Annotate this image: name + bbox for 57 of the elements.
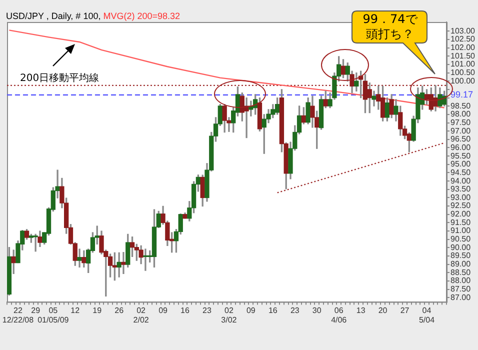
x-tick-label: 26	[114, 306, 124, 315]
y-tick-label: 88.00	[450, 276, 472, 286]
ref-line-label: 99.17	[450, 89, 474, 100]
y-tick-label: 103.00	[450, 26, 476, 36]
y-tick-label: 91.00	[450, 226, 472, 236]
y-tick-label: 87.50	[450, 284, 472, 294]
y-tick-label: 92.00	[450, 210, 472, 219]
y-tick-label: 97.50	[450, 118, 472, 127]
x-tick-label: 19	[92, 306, 102, 315]
y-tick-label: 101.50	[450, 51, 476, 60]
x-tick-label: 02 2/02	[133, 306, 150, 324]
y-tick-label: 102.00	[450, 43, 476, 52]
x-tick-label: 16	[268, 306, 278, 315]
y-tick-label: 101.00	[450, 60, 476, 69]
y-tick-label: 87.00	[450, 292, 472, 302]
x-tick-label: 27	[400, 306, 410, 315]
y-tick-label: 89.50	[450, 251, 472, 260]
y-tick-label: 93.00	[450, 192, 472, 202]
y-tick-label: 98.00	[450, 110, 472, 119]
x-tick-label: 09	[158, 306, 168, 315]
y-tick-label: 96.50	[450, 134, 472, 144]
x-tick-label: 02 3/02	[221, 306, 238, 324]
candlestick	[77, 248, 82, 268]
x-tick-label: 23	[290, 306, 300, 315]
x-tick-label: 09	[246, 306, 256, 315]
y-tick-label: 93.50	[450, 184, 472, 194]
y-tick-label: 98.50	[450, 101, 472, 110]
y-tick-label: 102.50	[450, 34, 476, 44]
y-tick-label: 94.00	[450, 176, 472, 186]
y-tick-label: 91.50	[450, 218, 472, 227]
x-tick-label: 30	[312, 306, 322, 315]
y-tick-label: 92.50	[450, 201, 472, 210]
x-tick-label: 04 5/04	[418, 306, 436, 324]
y-tick-label: 100.50	[450, 68, 476, 77]
y-tick-label: 90.50	[450, 234, 472, 244]
y-tick-label: 95.50	[450, 151, 472, 160]
x-tick-label: 06 4/06	[331, 306, 348, 324]
x-tick-label: 16	[180, 306, 190, 315]
y-tick-label: 88.50	[450, 268, 472, 277]
y-tick-label: 96.00	[450, 142, 472, 152]
y-tick-label: 90.00	[450, 242, 472, 252]
x-tick-label: 12	[70, 306, 80, 315]
y-tick-label: 95.00	[450, 160, 472, 169]
candlestick	[121, 252, 126, 274]
y-tick-label: 94.50	[450, 168, 472, 177]
chart-subtitle: MVG(2) 200=98.32	[103, 11, 180, 21]
annotation: 200日移動平均線	[20, 72, 100, 85]
x-tick-label: 13	[356, 306, 366, 315]
x-tick-label: 29	[31, 306, 41, 315]
chart-title: USD/JPY , Daily, # 100,	[6, 11, 101, 21]
annotation: 99．74で頭打ち？	[362, 12, 419, 42]
x-tick-label: 20	[378, 306, 388, 315]
candlestick	[33, 234, 38, 252]
y-tick-label: 97.00	[450, 126, 472, 136]
y-tick-label: 89.00	[450, 260, 472, 269]
x-tick-label: 23	[202, 306, 212, 315]
y-tick-label: 100.00	[450, 76, 476, 86]
